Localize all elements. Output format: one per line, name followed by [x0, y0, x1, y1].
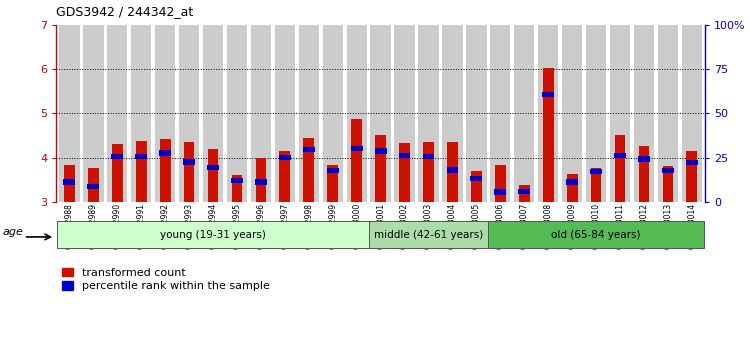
Bar [518, 188, 530, 194]
Bar [686, 160, 698, 166]
FancyBboxPatch shape [488, 221, 704, 248]
Bar [614, 153, 626, 158]
Bar [232, 175, 242, 202]
Bar [303, 147, 315, 152]
Bar [136, 141, 146, 202]
Bar [179, 25, 200, 202]
Bar [255, 179, 267, 184]
Bar [322, 25, 343, 202]
Text: middle (42-61 years): middle (42-61 years) [374, 229, 483, 240]
Bar [184, 142, 194, 202]
Bar [83, 25, 104, 202]
Bar [566, 179, 578, 184]
Bar [274, 25, 295, 202]
Bar [346, 25, 367, 202]
Bar [442, 25, 463, 202]
Bar [279, 155, 291, 160]
Bar [446, 167, 458, 172]
Bar [586, 25, 606, 202]
Bar [399, 143, 410, 202]
Bar [203, 25, 223, 202]
Bar [423, 142, 434, 202]
Legend: transformed count, percentile rank within the sample: transformed count, percentile rank withi… [62, 268, 270, 291]
Bar [638, 156, 650, 161]
Bar [567, 175, 578, 202]
Bar [634, 25, 654, 202]
Bar [64, 179, 75, 184]
Text: GDS3942 / 244342_at: GDS3942 / 244342_at [56, 5, 194, 18]
Bar [470, 176, 482, 181]
Bar [231, 178, 243, 183]
Bar [298, 25, 319, 202]
Bar [107, 25, 128, 202]
Bar [112, 144, 123, 202]
Text: old (65-84 years): old (65-84 years) [551, 229, 640, 240]
Bar [160, 139, 170, 202]
Bar [466, 25, 487, 202]
Bar [280, 152, 290, 202]
Bar [419, 25, 439, 202]
Bar [226, 25, 248, 202]
FancyBboxPatch shape [58, 221, 369, 248]
Bar [375, 148, 386, 154]
Bar [327, 168, 339, 173]
Bar [207, 165, 219, 170]
Bar [519, 185, 530, 202]
Bar [514, 25, 535, 202]
Bar [686, 151, 698, 202]
Bar [538, 25, 558, 202]
Bar [155, 25, 176, 202]
Bar [662, 168, 674, 173]
FancyBboxPatch shape [369, 221, 488, 248]
Bar [562, 25, 582, 202]
Bar [590, 169, 602, 175]
Bar [495, 165, 506, 202]
Bar [304, 138, 314, 202]
Text: young (19-31 years): young (19-31 years) [160, 229, 266, 240]
Bar [490, 25, 511, 202]
Bar [111, 154, 123, 159]
Bar [543, 68, 554, 202]
Bar [351, 146, 362, 152]
Bar [494, 189, 506, 195]
Bar [471, 171, 482, 202]
Bar [542, 92, 554, 97]
Bar [591, 168, 602, 202]
Bar [64, 166, 75, 202]
Bar [422, 154, 434, 159]
Bar [662, 166, 674, 202]
Bar [131, 25, 152, 202]
Bar [135, 154, 147, 159]
Bar [159, 150, 171, 156]
Text: age: age [3, 227, 24, 236]
Bar [88, 184, 99, 189]
Bar [658, 25, 678, 202]
Bar [399, 153, 410, 158]
Bar [251, 25, 271, 202]
Bar [610, 25, 630, 202]
Bar [88, 168, 99, 202]
Bar [447, 142, 458, 202]
Bar [638, 147, 650, 202]
Bar [615, 136, 626, 202]
Bar [375, 135, 386, 202]
Bar [183, 159, 195, 165]
Bar [394, 25, 415, 202]
Bar [370, 25, 391, 202]
Bar [351, 119, 362, 202]
Bar [682, 25, 702, 202]
Bar [59, 25, 80, 202]
Bar [327, 165, 338, 202]
Bar [256, 158, 266, 202]
Bar [208, 149, 218, 202]
